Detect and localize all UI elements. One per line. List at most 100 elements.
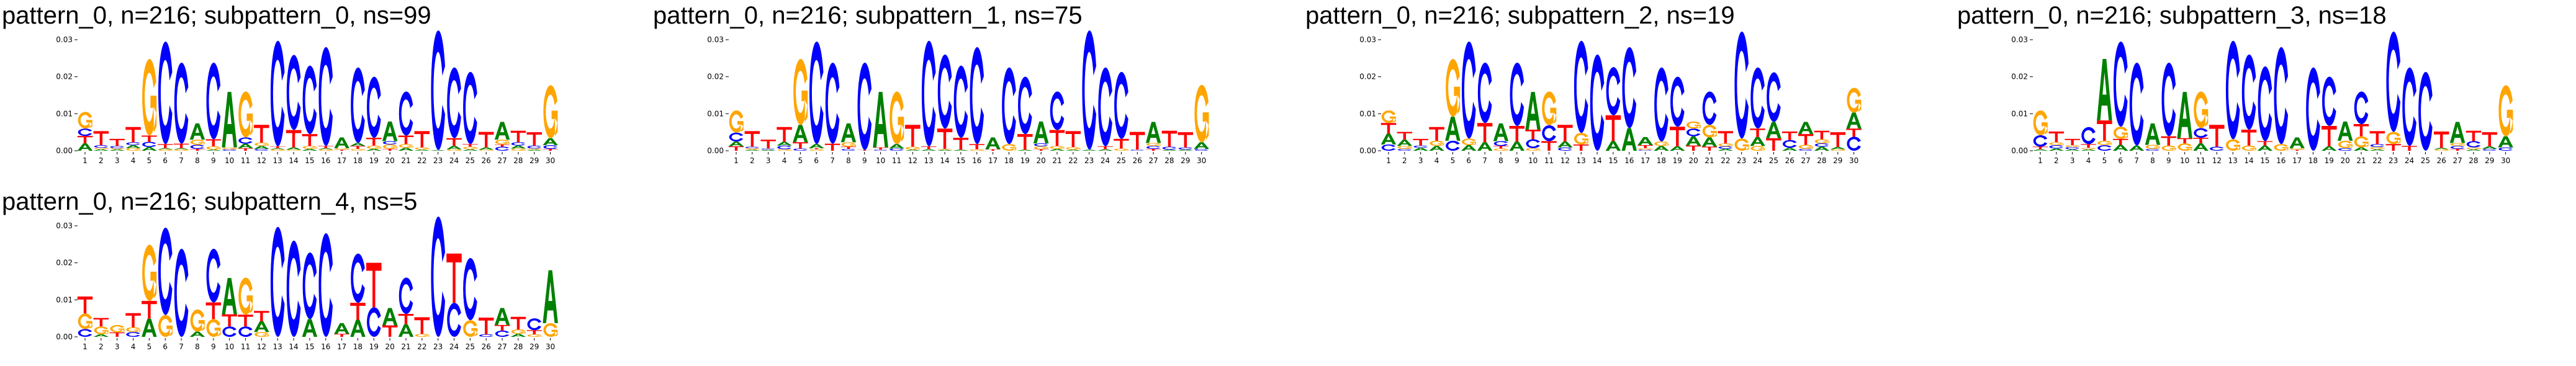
logo-letter-A (1718, 149, 1734, 151)
logo-letter-C (921, 40, 936, 146)
logo-letter-G (1461, 138, 1477, 146)
x-tick-label: 7 (179, 342, 184, 351)
logo-letter-C (1114, 71, 1128, 139)
logo-letter-C (351, 67, 365, 143)
logo-letter-T (1701, 146, 1718, 151)
y-tick-label: 0.00 (707, 146, 724, 155)
y-tick-label: 0.02 (1359, 73, 1376, 81)
logo-letter-A (382, 121, 398, 141)
x-tick-label: 17 (988, 156, 998, 165)
x-tick-label: 15 (2260, 156, 2269, 165)
x-tick-label: 20 (1689, 156, 1698, 165)
y-tick-label: 0.02 (707, 73, 724, 81)
logo-letter-C (1670, 76, 1685, 127)
logo-letter-G (78, 112, 92, 129)
logo-letter-C (94, 145, 109, 148)
logo-letter-T (189, 149, 205, 151)
logo-letter-C (527, 145, 542, 149)
logo-letter-C (2338, 148, 2353, 151)
logo-letter-C (1526, 139, 1540, 148)
logo-letter-G (1847, 87, 1862, 113)
logo-letter-T (142, 135, 157, 142)
logo-letter-G (543, 323, 558, 337)
logo-letter-T (937, 128, 953, 150)
logo-letter-T (1541, 141, 1557, 151)
x-tick-label: 7 (1482, 156, 1487, 165)
logo-letter-C (399, 277, 413, 315)
logo-letter-T (526, 132, 543, 146)
x-tick-label: 14 (289, 342, 298, 351)
x-tick-label: 9 (2166, 156, 2171, 165)
logo-letter-G (1702, 125, 1717, 138)
logo-letter-C (206, 62, 221, 140)
logo-letter-T (1525, 129, 1541, 140)
x-tick-label: 29 (1181, 156, 1190, 165)
logo-letter-T (254, 311, 269, 321)
logo-letter-A (1525, 92, 1541, 130)
logo-letter-T (269, 146, 286, 148)
logo-letter-T (2257, 141, 2273, 146)
logo-panel-2: pattern_0, n=216; subpattern_2, ns=19 0.… (1304, 0, 1924, 180)
x-tick-label: 30 (546, 342, 555, 351)
logo-letter-T (1798, 134, 1814, 145)
x-tick-label: 10 (225, 342, 234, 351)
logo-letter-A (2065, 149, 2080, 151)
logo-letter-C (1477, 62, 1492, 123)
logo-letter-C (543, 145, 557, 150)
logo-letter-C (463, 257, 477, 321)
logo-letter-G (1654, 141, 1669, 146)
x-tick-label: 14 (1592, 156, 1601, 165)
logo-letter-T (2466, 130, 2482, 141)
logo-letter-A (1814, 146, 1830, 151)
x-tick-label: 12 (908, 156, 917, 165)
logo-letter-C (1178, 147, 1193, 150)
x-tick-label: 4 (131, 156, 136, 165)
x-tick-label: 2 (1402, 156, 1407, 165)
logo-letter-T (1846, 128, 1862, 137)
logo-letter-C (745, 146, 760, 148)
logo-letter-G (190, 140, 205, 145)
logo-letter-C (286, 55, 301, 130)
logo-letter-T (125, 313, 141, 328)
x-tick-label: 21 (401, 156, 410, 165)
x-tick-label: 1 (83, 156, 88, 165)
logo-letter-T (446, 138, 462, 146)
logo-letter-A (302, 149, 318, 151)
logo-letter-C (270, 226, 285, 337)
y-tick-label: 0.00 (2011, 146, 2028, 155)
x-tick-label: 16 (321, 342, 330, 351)
x-tick-label: 13 (273, 156, 282, 165)
logo-letter-C (793, 148, 808, 151)
logo-letter-C (222, 326, 236, 337)
logo-letter-C (1034, 143, 1048, 146)
x-tick-label: 16 (2276, 156, 2286, 165)
logo-letter-G (463, 146, 478, 150)
logo-letter-A (222, 92, 237, 148)
logo-letter-T (1685, 145, 1701, 151)
logo-letter-G (110, 148, 125, 150)
logo-letter-G (110, 324, 125, 333)
logo-letter-T (824, 143, 840, 151)
x-tick-label: 7 (2134, 156, 2139, 165)
y-tick-label: 0.01 (2011, 109, 2028, 118)
logo-letter-G (2466, 147, 2481, 150)
logo-letter-A (1017, 150, 1033, 151)
logo-letter-T (350, 146, 366, 150)
logo-letter-T (366, 138, 382, 146)
x-tick-label: 1 (1386, 156, 1391, 165)
logo-letter-G (222, 147, 237, 150)
y-tick-label: 0.01 (56, 109, 73, 118)
logo-letter-G (78, 313, 92, 329)
logo-panel-4: pattern_0, n=216; subpattern_4, ns=5 0.0… (0, 186, 621, 366)
logo-letter-C (1050, 91, 1065, 130)
logo-letter-C (318, 47, 333, 146)
logo-letter-T (1782, 131, 1798, 140)
logo-letter-A (526, 150, 543, 151)
logo-letter-G (2145, 145, 2160, 150)
x-tick-label: 26 (1785, 156, 1795, 165)
logo-letter-T (109, 332, 125, 337)
logo-letter-C (158, 227, 173, 315)
x-tick-label: 2 (99, 342, 104, 351)
logo-letter-C (1098, 67, 1112, 146)
logo-letter-C (1397, 149, 1412, 151)
